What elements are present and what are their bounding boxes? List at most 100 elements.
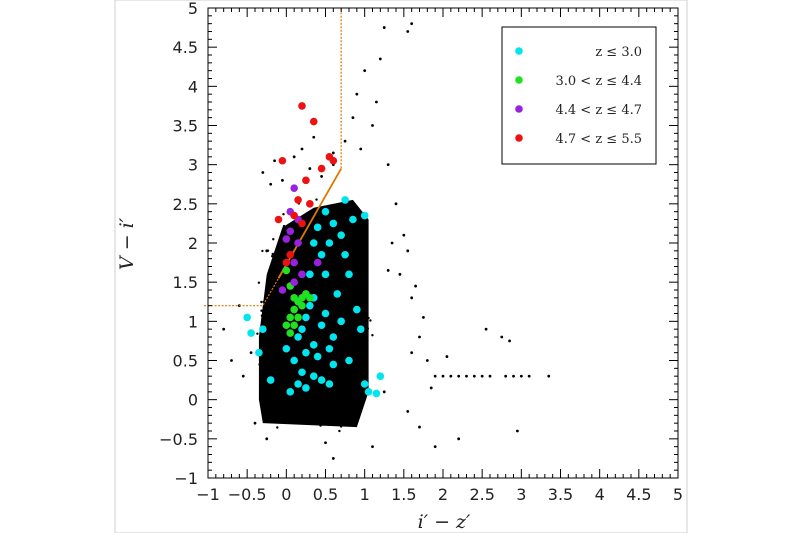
background-point (321, 331, 325, 334)
background-point (309, 393, 312, 396)
series-1 (282, 266, 314, 337)
background-point (328, 217, 331, 220)
background-point (378, 57, 382, 61)
background-point (307, 345, 311, 349)
background-point (222, 327, 226, 331)
series-point (298, 368, 306, 377)
background-point (375, 100, 378, 104)
background-point (297, 345, 300, 349)
background-point (316, 290, 319, 293)
series-point (243, 313, 251, 322)
background-point (328, 306, 332, 309)
background-point (315, 255, 318, 258)
background-point (335, 352, 338, 355)
background-point (323, 245, 326, 248)
background-point (346, 265, 349, 268)
background-point (275, 319, 278, 322)
background-point (324, 278, 327, 282)
background-point (298, 348, 302, 351)
background-point (302, 377, 305, 380)
background-point (327, 334, 330, 338)
background-point (313, 337, 316, 340)
background-point (257, 281, 261, 284)
background-point (314, 304, 317, 307)
background-point (287, 246, 290, 249)
background-point (334, 371, 337, 374)
background-point (344, 326, 347, 329)
background-point (334, 378, 337, 381)
background-point (305, 265, 308, 268)
background-point (316, 316, 319, 319)
background-point (332, 297, 335, 301)
background-point (338, 349, 342, 352)
background-point (512, 374, 515, 378)
background-point (286, 356, 289, 359)
background-point (339, 425, 343, 428)
y-tick-label: −1 (174, 469, 198, 488)
background-point (386, 269, 390, 272)
background-point (334, 229, 337, 233)
background-point (346, 338, 350, 341)
background-point (371, 124, 374, 127)
series-point (306, 294, 314, 302)
background-point (249, 351, 253, 355)
x-tick-label: 5 (673, 485, 683, 504)
background-point (334, 340, 338, 344)
background-point (332, 319, 336, 323)
background-point (341, 309, 345, 312)
series-point (294, 239, 302, 247)
series-point (329, 360, 338, 369)
background-point (340, 301, 343, 304)
background-point (283, 368, 287, 371)
background-point (324, 290, 327, 293)
background-point (328, 391, 332, 394)
legend-marker (515, 47, 523, 55)
background-point (281, 380, 285, 383)
background-point (344, 411, 347, 414)
x-tick-label: −1 (196, 485, 220, 504)
background-point (320, 346, 323, 349)
background-point (333, 260, 336, 263)
background-point (318, 334, 321, 337)
background-point (329, 276, 332, 279)
background-point (294, 366, 297, 369)
background-point (292, 367, 296, 370)
background-point (425, 359, 429, 362)
background-point (322, 389, 325, 392)
background-point (343, 273, 346, 276)
background-point (320, 367, 323, 370)
background-point (326, 300, 329, 303)
background-point (328, 286, 331, 290)
series-point (302, 348, 310, 357)
background-point (303, 340, 306, 344)
background-point (433, 445, 437, 449)
background-point (330, 316, 333, 319)
background-point (331, 289, 335, 292)
background-point (324, 361, 328, 364)
x-tick-label: 3.5 (548, 485, 573, 504)
background-point (314, 253, 317, 256)
background-point (355, 335, 359, 338)
background-point (301, 334, 304, 338)
background-point (342, 402, 345, 405)
background-point (353, 286, 356, 289)
background-point (350, 321, 354, 325)
background-point (267, 358, 270, 361)
background-point (441, 374, 445, 378)
background-point (275, 288, 278, 291)
series-point (376, 372, 385, 380)
highlighted-series (243, 102, 385, 398)
background-point (288, 405, 292, 408)
background-point (349, 333, 352, 337)
y-tick-label: 1.5 (173, 273, 198, 292)
background-point (270, 311, 274, 314)
series-point (274, 215, 283, 224)
background-point (278, 264, 281, 267)
series-point (321, 207, 330, 216)
series-point (255, 348, 263, 357)
background-point (320, 384, 324, 387)
background-point (312, 369, 315, 373)
background-point (480, 374, 484, 378)
background-point (359, 147, 363, 151)
background-point (289, 276, 292, 279)
